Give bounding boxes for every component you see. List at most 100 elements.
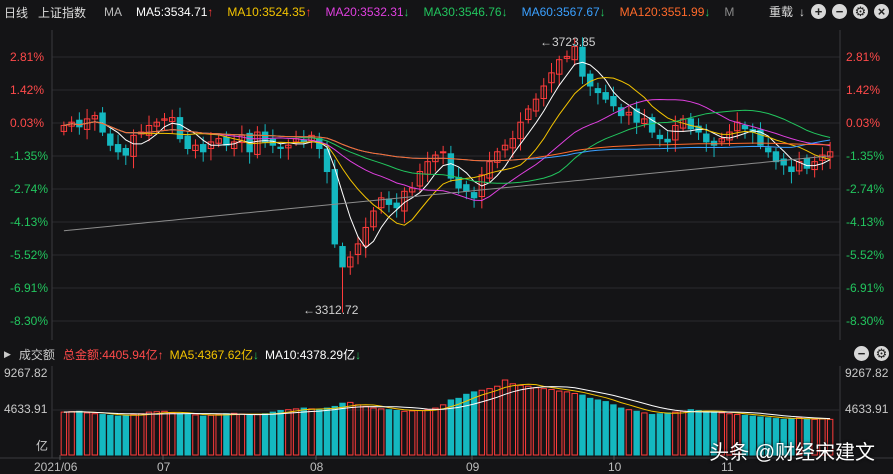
candle-body bbox=[447, 153, 455, 179]
index-name: 上证指数 bbox=[38, 5, 87, 20]
volume-bar bbox=[416, 409, 424, 456]
price-tick-label: -6.91% bbox=[846, 281, 885, 295]
volume-bar bbox=[772, 418, 780, 456]
candle-body bbox=[478, 174, 486, 198]
price-tick-label: -1.35% bbox=[10, 149, 49, 163]
zoom-in-icon[interactable]: + bbox=[811, 4, 826, 19]
candle-body bbox=[238, 134, 246, 144]
volume-bar bbox=[122, 415, 129, 456]
candle-body bbox=[114, 144, 122, 153]
price-tick-label: 2.81% bbox=[846, 50, 881, 64]
price-tick-label: -4.13% bbox=[10, 215, 49, 229]
volume-bar bbox=[470, 391, 478, 456]
price-tick-label: 0.03% bbox=[10, 116, 45, 130]
volume-bar bbox=[563, 391, 571, 456]
candle-body bbox=[594, 88, 602, 94]
price-tick-label: -2.74% bbox=[10, 182, 49, 196]
volume-total: 总金额:4405.94亿↑ bbox=[62, 347, 164, 362]
chart-header: 日线 上证指数 MA MA5:3534.71↑ MA10:3524.35↑ MA… bbox=[0, 0, 893, 24]
candle-body bbox=[525, 108, 532, 121]
candle-body bbox=[625, 111, 633, 116]
x-tick-label: 08 bbox=[310, 460, 324, 474]
candle-body bbox=[494, 151, 501, 163]
candle-body bbox=[586, 73, 594, 87]
candle-body bbox=[672, 124, 679, 141]
price-tick-label: -2.74% bbox=[846, 182, 885, 196]
volume-bar bbox=[447, 399, 455, 456]
volume-bar bbox=[393, 409, 400, 456]
candle-body bbox=[354, 243, 362, 255]
ma10-arrow: ↑ bbox=[305, 5, 312, 19]
volume-bar bbox=[455, 397, 462, 456]
volume-top-left: 9267.82 bbox=[4, 366, 48, 380]
volume-bar bbox=[749, 415, 756, 456]
candle-body bbox=[795, 161, 803, 172]
volume-bar bbox=[757, 416, 764, 456]
price-tick-label: -5.52% bbox=[10, 248, 49, 262]
volume-bar bbox=[517, 384, 524, 456]
candle-body bbox=[703, 133, 710, 143]
volume-bar bbox=[161, 410, 168, 456]
price-tick-label: 1.42% bbox=[10, 83, 45, 97]
volume-label: 成交额 bbox=[18, 347, 55, 362]
volume-settings-icon[interactable]: ⚙ bbox=[874, 346, 889, 361]
tab-daily[interactable]: 日线 bbox=[4, 5, 29, 20]
ma10-label: MA10:3524.35↑ bbox=[227, 5, 312, 19]
x-tick-label: 09 bbox=[466, 460, 480, 474]
volume-bar bbox=[223, 413, 230, 456]
ma5-label: MA5:3534.71↑ bbox=[136, 5, 214, 19]
candle-body bbox=[803, 157, 811, 169]
candle-body bbox=[393, 202, 400, 209]
price-tick-label: -8.30% bbox=[846, 314, 885, 328]
volume-bar bbox=[277, 409, 284, 456]
candle-body bbox=[184, 135, 191, 150]
volume-bar bbox=[432, 407, 439, 456]
volume-bar bbox=[130, 414, 137, 456]
candle-body bbox=[826, 151, 834, 158]
candle-body bbox=[285, 144, 292, 149]
candle-body bbox=[509, 138, 516, 149]
volume-ma10: MA10:4378.29亿↓ bbox=[265, 347, 362, 362]
volume-bar bbox=[99, 414, 106, 456]
candle-body bbox=[176, 117, 184, 140]
candle-body bbox=[765, 147, 772, 153]
volume-bar bbox=[153, 411, 160, 456]
volume-bar bbox=[617, 407, 625, 456]
volume-zoom-out-icon[interactable]: − bbox=[854, 346, 869, 361]
volume-bar bbox=[114, 415, 122, 456]
candle-body bbox=[130, 134, 137, 157]
candle-body bbox=[470, 192, 478, 199]
watermark: 头条 @财经宋建文 bbox=[709, 442, 875, 464]
candle-body bbox=[633, 108, 640, 123]
x-tick-label: 11 bbox=[721, 460, 734, 474]
x-tick-label: 10 bbox=[608, 460, 622, 474]
volume-bar bbox=[672, 411, 679, 456]
volume-bar bbox=[91, 413, 99, 456]
down-arrow-icon[interactable]: ↓ bbox=[799, 4, 805, 19]
candle-body bbox=[145, 124, 153, 136]
volume-bar bbox=[308, 408, 315, 456]
settings-icon[interactable]: ⚙ bbox=[853, 4, 868, 19]
price-tick-label: -5.52% bbox=[846, 248, 885, 262]
zoom-out-icon[interactable]: − bbox=[832, 4, 847, 19]
candle-body bbox=[610, 96, 617, 107]
reset-button[interactable]: 重载 bbox=[768, 5, 793, 19]
candle-body bbox=[540, 85, 547, 100]
candle-body bbox=[91, 115, 99, 120]
candle-body bbox=[641, 118, 648, 125]
volume-bar bbox=[145, 411, 153, 456]
volume-bar bbox=[633, 410, 640, 456]
candle-body bbox=[199, 144, 207, 153]
candle-body bbox=[230, 141, 238, 150]
volume-bar bbox=[656, 413, 664, 456]
ma60-arrow: ↓ bbox=[599, 5, 606, 19]
volume-bar bbox=[795, 417, 803, 456]
close-icon[interactable]: × bbox=[874, 4, 889, 19]
volume-collapse-icon[interactable]: ▶ bbox=[4, 348, 11, 359]
ma20-line bbox=[63, 98, 831, 202]
volume-bar bbox=[215, 414, 222, 456]
volume-bar bbox=[261, 413, 269, 456]
ma-selector[interactable]: MA bbox=[104, 5, 123, 19]
volume-bar bbox=[463, 393, 470, 456]
volume-bar bbox=[107, 414, 114, 456]
